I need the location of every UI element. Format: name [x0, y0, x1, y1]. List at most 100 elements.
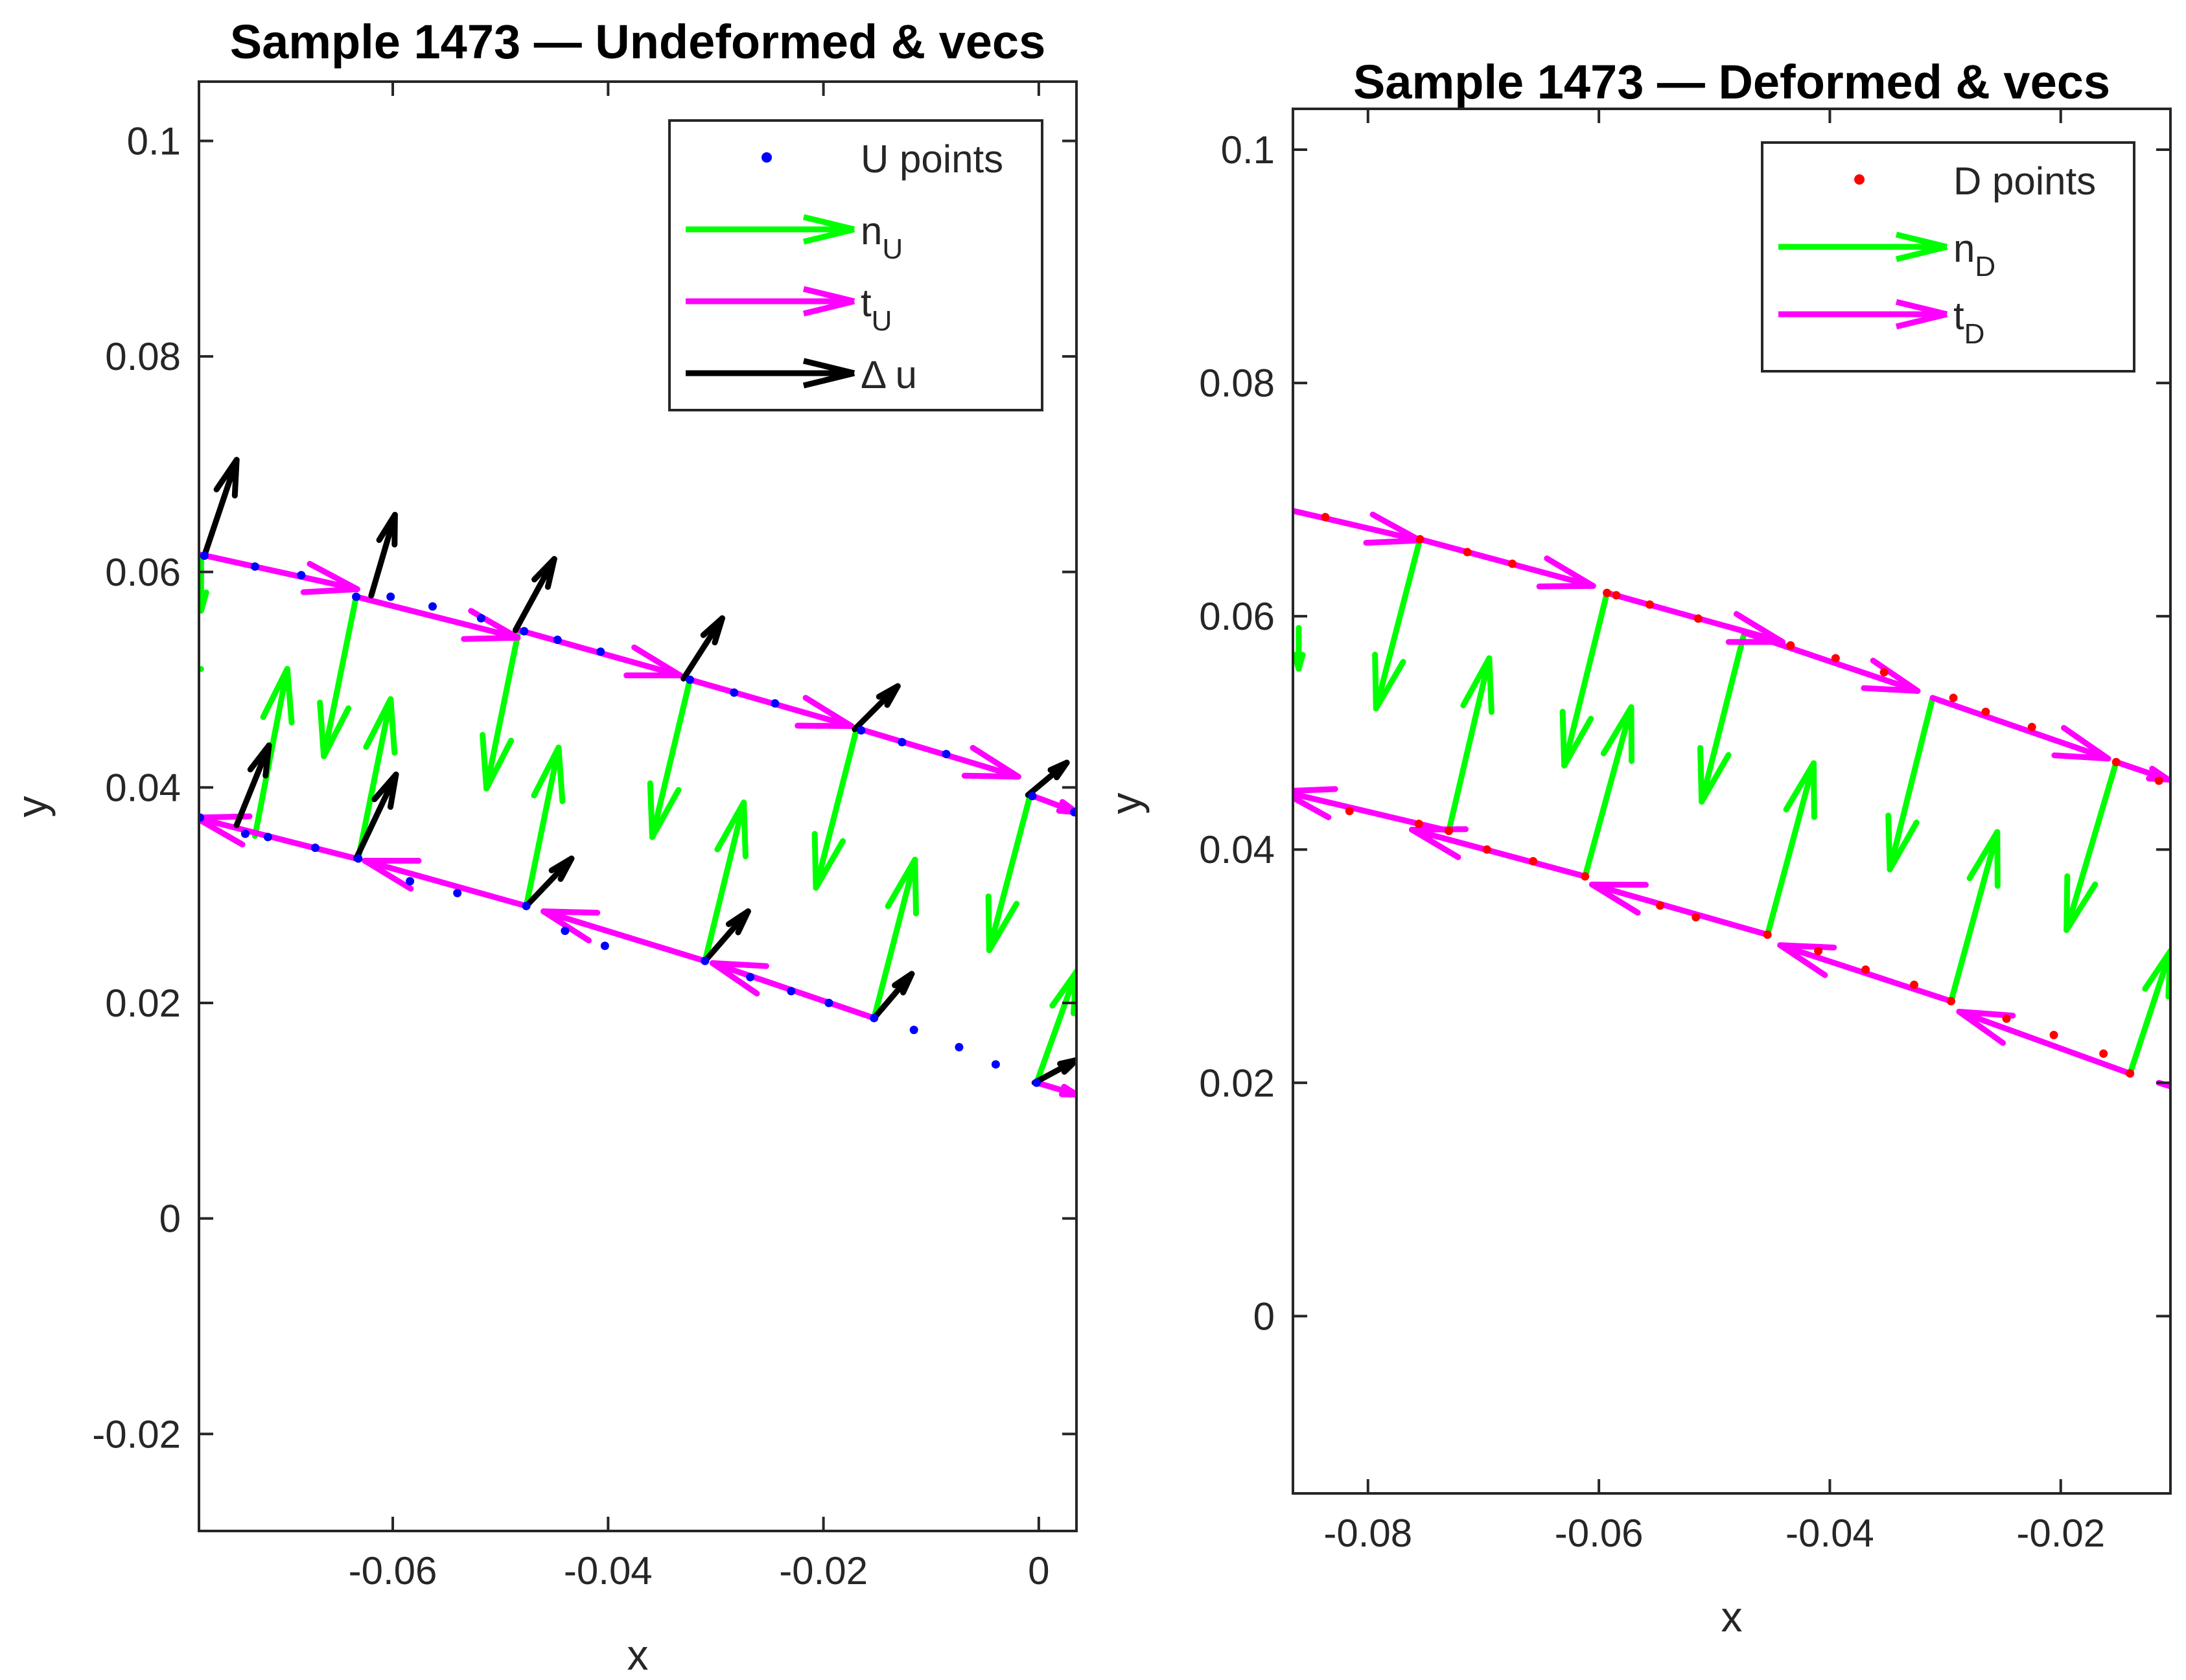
- vector-arrow: [523, 744, 566, 909]
- vector-arrow: [362, 857, 529, 909]
- vector-arrow: [854, 725, 1021, 780]
- legend-label: tD: [1953, 294, 1984, 350]
- data-point: [701, 956, 710, 965]
- data-point: [1508, 559, 1517, 568]
- vector-arrow: [199, 813, 360, 862]
- legend-arrow: [686, 286, 855, 317]
- legend-label: D points: [1953, 159, 2096, 203]
- y-tick-label: 0.08: [1199, 362, 1275, 405]
- vector-arrow: [687, 676, 855, 730]
- y-tick-label: 0.06: [1199, 595, 1275, 638]
- legend-label: tU: [861, 281, 892, 337]
- data-point: [453, 888, 462, 897]
- data-point: [2099, 1049, 2108, 1058]
- vector-arrow: [1764, 760, 1817, 938]
- vector-arrow: [251, 665, 295, 839]
- legend-symbol: n: [861, 209, 882, 253]
- data-point: [1831, 654, 1840, 663]
- legend-arrow: [686, 358, 855, 389]
- vector-arrow: [317, 593, 360, 759]
- legend-subscript: U: [872, 305, 892, 337]
- data-point: [955, 1042, 964, 1052]
- vector-arrow: [1741, 629, 1921, 694]
- y-tick-label: -0.02: [92, 1412, 181, 1456]
- ticks: -0.06 -0.04 -0.02 0 -0.02 0 0.02 0.04 0.06 0.08 0.…: [92, 82, 1076, 1593]
- vector-arrow: [523, 855, 575, 909]
- vector-arrow: [1293, 625, 1306, 672]
- data-point: [2002, 1014, 2011, 1023]
- legend-label: Δ u: [861, 353, 917, 397]
- data-point: [1529, 857, 1538, 866]
- data-point: [406, 877, 415, 886]
- data-point: [596, 647, 605, 656]
- n-vectors: [1293, 536, 2170, 1077]
- vector-arrow: [1559, 590, 1610, 769]
- data-point: [2111, 757, 2121, 766]
- legend: U points n U tU Δ u: [668, 119, 1043, 411]
- vector-arrow: [1446, 655, 1494, 834]
- y-tick-label: 0: [1253, 1295, 1275, 1338]
- x-tick-label: -0.02: [779, 1549, 868, 1593]
- ticks: -0.08 -0.06 -0.04 -0.02 0 0.02 0.04 0.06 0.08 0.1: [1199, 109, 2170, 1555]
- vector-arrow: [353, 771, 399, 862]
- plot-area: [1293, 507, 2170, 1090]
- vector-arrow: [1025, 759, 1070, 798]
- data-point: [1693, 614, 1703, 623]
- vector-arrow: [1885, 695, 1936, 873]
- data-point: [1612, 591, 1621, 600]
- data-point: [1909, 980, 1918, 989]
- vector-arrow: [512, 556, 557, 634]
- legend-entry-t: tD: [1778, 294, 1984, 350]
- x-axis-label: x: [1721, 1593, 1743, 1640]
- x-tick-label: 0: [1028, 1549, 1049, 1593]
- data-point: [250, 562, 259, 571]
- data-point: [991, 1060, 1000, 1069]
- data-point: [1656, 901, 1665, 910]
- data-point: [1414, 820, 1423, 829]
- data-point: [1345, 807, 1354, 816]
- axes-box: [1292, 108, 2172, 1495]
- legend-arrow: [1778, 299, 1948, 330]
- data-point: [1861, 965, 1870, 974]
- vector-arrow: [985, 792, 1034, 954]
- y-tick-label: 0.04: [1199, 828, 1275, 871]
- legend-box: [1761, 141, 2135, 373]
- vector-arrow: [480, 627, 522, 792]
- legend-symbol: t: [1953, 294, 1964, 338]
- vector-arrow: [852, 683, 901, 733]
- data-point: [600, 941, 609, 950]
- vector-arrow: [1372, 536, 1423, 711]
- data-point: [1645, 600, 1655, 609]
- point-markers: [199, 551, 1076, 1087]
- delta-u-vectors: [201, 457, 1076, 1086]
- data-point: [476, 614, 485, 623]
- legend-symbol: n: [1953, 227, 1975, 270]
- data-point: [1415, 535, 1424, 544]
- vector-arrow: [541, 908, 708, 964]
- axes-box: [198, 80, 1078, 1532]
- data-point: [730, 688, 739, 697]
- vector-arrow: [1582, 704, 1635, 880]
- data-point: [297, 571, 306, 580]
- legend-label: U points: [861, 137, 1003, 181]
- data-point: [199, 813, 205, 822]
- vector-arrow: [811, 725, 860, 891]
- data-point: [824, 998, 833, 1007]
- data-point: [1603, 588, 1612, 597]
- vector-arrow: [1588, 881, 1771, 938]
- data-point: [2154, 776, 2163, 785]
- vector-arrow: [1034, 1079, 1076, 1098]
- plot-area: [199, 457, 1076, 1098]
- vector-arrow: [702, 800, 749, 964]
- data-point: [428, 602, 437, 611]
- data-point: [1032, 1078, 1041, 1087]
- legend-point-marker: [762, 152, 772, 163]
- vector-arrow: [1409, 826, 1588, 880]
- data-point: [1763, 930, 1772, 939]
- y-tick-label: 0.02: [1199, 1061, 1275, 1105]
- legend-point-marker: [1854, 174, 1865, 185]
- vector-arrow: [1031, 1057, 1076, 1086]
- legend-entry-n: nD: [1778, 227, 1995, 282]
- t-vectors: [199, 551, 1076, 1098]
